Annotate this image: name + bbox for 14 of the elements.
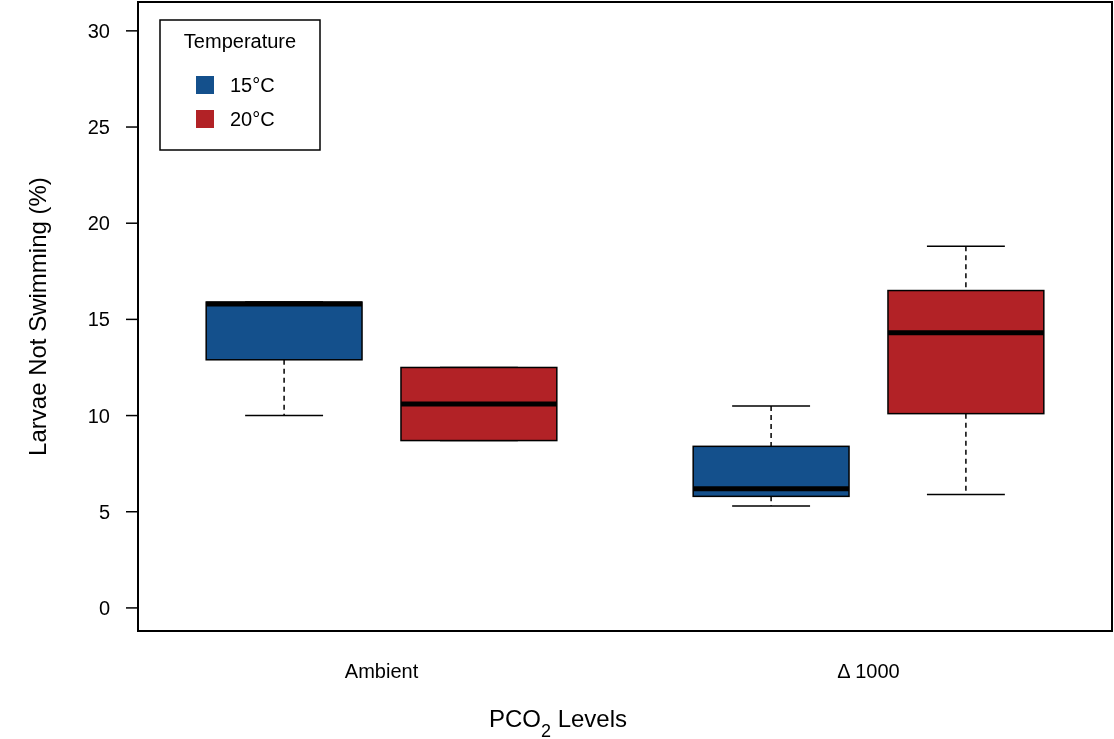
y-tick-label: 20: [87, 212, 110, 235]
y-axis-title: Larvae Not Swimming (%): [24, 177, 51, 456]
y-tick-label: 5: [98, 500, 110, 523]
x-tick-label: Δ 1000: [837, 660, 900, 682]
x-tick-label: Ambient: [344, 660, 419, 682]
y-tick-label: 25: [87, 116, 110, 139]
y-tick-label: 15: [87, 308, 110, 331]
x-axis-title: PCO$_{2}$ Levels: [488, 705, 628, 739]
y-tick-label: 30: [87, 19, 110, 42]
y-tick-label: 0: [98, 596, 110, 619]
y-tick-label: 10: [87, 404, 110, 427]
legend-label: 20°C: [230, 108, 275, 130]
legend-title: Temperature: [183, 30, 297, 52]
legend-label: 15°C: [230, 74, 275, 96]
